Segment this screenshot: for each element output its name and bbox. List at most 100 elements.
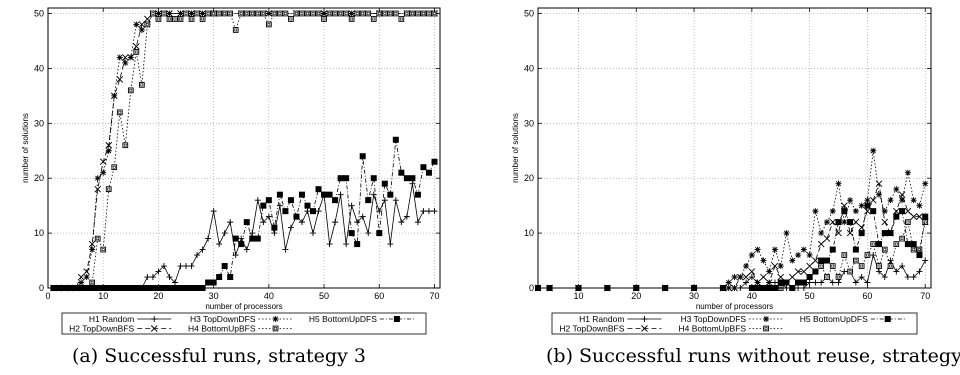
x-tick-label: 10 xyxy=(98,291,108,301)
data-point xyxy=(116,76,124,83)
x-tick-label: 20 xyxy=(631,291,641,301)
data-point xyxy=(409,10,416,17)
data-point-inner xyxy=(118,110,122,114)
data-point xyxy=(858,202,865,209)
data-point-inner xyxy=(383,12,387,15)
x-tick-label: 30 xyxy=(689,291,699,301)
data-point xyxy=(875,268,882,275)
data-point xyxy=(160,263,167,270)
data-point xyxy=(155,10,162,17)
data-point xyxy=(898,191,906,198)
data-point xyxy=(403,213,410,220)
data-point xyxy=(260,10,267,17)
legend-box xyxy=(61,312,427,335)
data-point xyxy=(133,43,140,50)
data-point xyxy=(904,169,911,176)
data-point xyxy=(824,274,830,280)
data-point xyxy=(155,16,162,22)
data-point xyxy=(144,21,151,28)
data-point xyxy=(864,202,871,209)
data-point xyxy=(326,191,333,198)
y-tick-label: 10 xyxy=(34,228,44,238)
data-point xyxy=(337,10,344,17)
data-point-inner xyxy=(355,12,359,15)
data-point xyxy=(748,252,755,259)
data-point xyxy=(426,10,432,17)
data-point xyxy=(788,273,796,281)
data-point xyxy=(354,219,361,226)
data-point xyxy=(260,202,267,209)
data-point xyxy=(370,175,377,182)
data-point xyxy=(916,268,923,275)
data-point xyxy=(216,274,223,281)
data-point xyxy=(232,27,239,33)
data-point xyxy=(387,241,394,248)
data-point xyxy=(829,263,836,269)
data-point xyxy=(138,26,145,33)
data-point-inner xyxy=(184,12,188,15)
data-point-inner xyxy=(372,17,376,21)
data-point xyxy=(916,213,923,220)
data-point xyxy=(337,175,344,182)
data-point xyxy=(315,10,322,17)
data-point xyxy=(89,246,96,253)
data-point xyxy=(800,246,807,253)
series-h3-topdowndfs xyxy=(535,147,929,291)
data-point xyxy=(199,16,206,22)
data-point-inner xyxy=(190,17,193,21)
data-point xyxy=(812,268,819,275)
data-point-inner xyxy=(900,237,904,240)
data-point xyxy=(221,263,228,270)
legend-sample-marker-inner xyxy=(764,327,768,330)
data-point xyxy=(823,235,831,242)
data-point xyxy=(893,207,900,215)
data-point xyxy=(754,246,761,253)
data-point xyxy=(847,268,853,275)
data-point-inner xyxy=(267,23,271,26)
data-point-inner xyxy=(344,12,348,15)
data-point xyxy=(818,263,825,269)
data-point xyxy=(116,54,123,61)
data-point xyxy=(94,185,102,193)
y-tick-label: 0 xyxy=(529,283,534,293)
data-point xyxy=(852,279,859,286)
data-point xyxy=(829,279,836,286)
data-point xyxy=(725,279,732,286)
data-point-inner xyxy=(854,259,858,262)
data-point xyxy=(840,202,848,209)
data-point xyxy=(818,230,825,237)
data-point xyxy=(315,208,322,215)
data-point xyxy=(841,219,848,226)
data-point-inner xyxy=(123,143,127,147)
data-point xyxy=(858,230,865,237)
data-point xyxy=(243,10,250,17)
data-point xyxy=(870,208,877,215)
data-point xyxy=(829,218,837,226)
data-point xyxy=(238,10,245,17)
series-line xyxy=(538,150,926,289)
data-point-inner xyxy=(399,17,403,21)
data-point xyxy=(835,219,842,226)
data-point xyxy=(414,219,421,226)
data-point xyxy=(205,279,212,286)
data-point-inner xyxy=(134,50,138,54)
data-point-inner xyxy=(162,12,166,15)
data-point xyxy=(853,257,859,264)
data-point-inner xyxy=(837,275,840,279)
data-point-inner xyxy=(245,12,249,15)
data-point xyxy=(899,263,906,270)
data-point xyxy=(893,268,900,275)
data-point xyxy=(304,208,311,215)
data-point xyxy=(899,208,906,215)
data-point xyxy=(910,197,917,204)
data-point xyxy=(841,252,848,258)
data-point-inner xyxy=(295,12,298,15)
x-tick-label: 20 xyxy=(153,291,163,301)
data-point xyxy=(737,274,744,281)
data-point-inner xyxy=(388,12,392,15)
data-point xyxy=(315,186,322,193)
y-tick-label: 50 xyxy=(34,8,44,18)
data-point xyxy=(227,10,234,17)
data-point xyxy=(818,257,825,264)
data-point xyxy=(869,196,877,204)
